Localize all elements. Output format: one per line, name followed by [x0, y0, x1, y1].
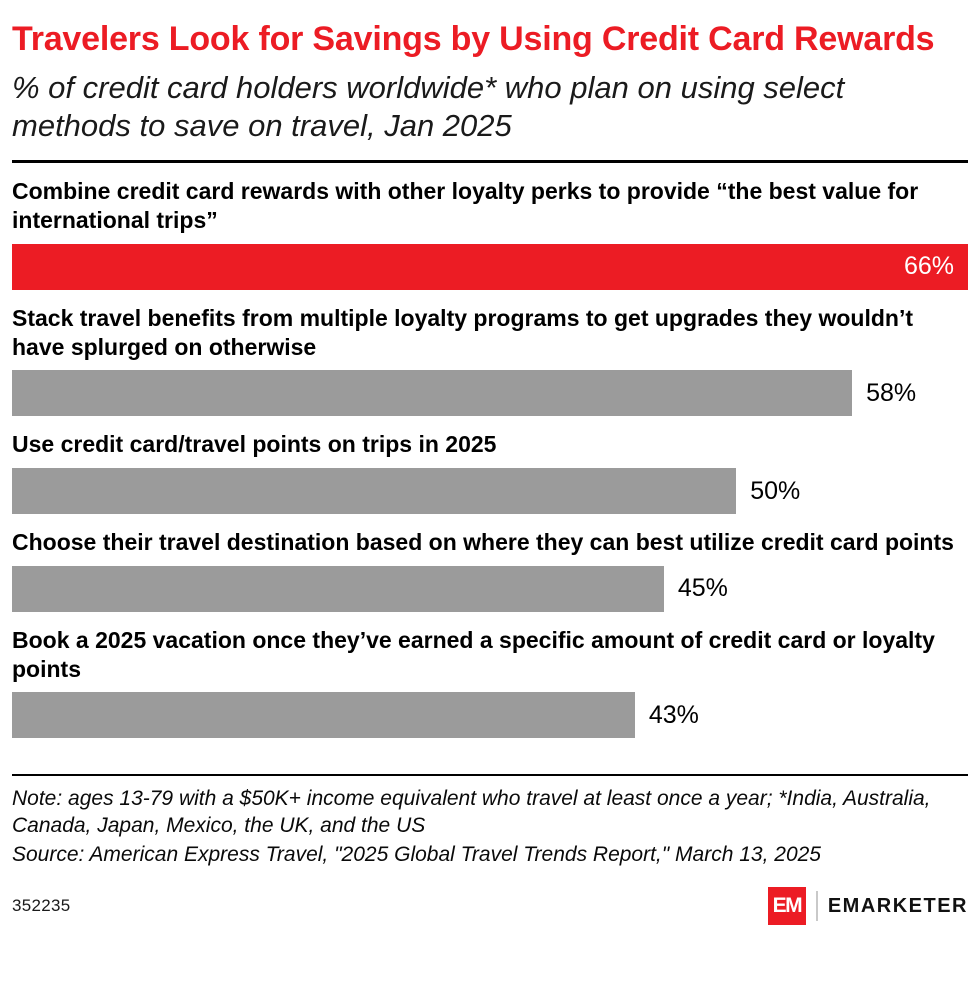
bar-category-label: Book a 2025 vacation once they’ve earned…: [12, 626, 935, 682]
bar-track: 43%: [12, 692, 968, 739]
footer: 352235 EM EMARKETER: [12, 887, 968, 925]
header-divider: [12, 160, 968, 164]
bar: [12, 565, 664, 612]
brand-lockup: EM EMARKETER: [767, 887, 968, 925]
chart-note: Note: ages 13-79 with a $50K+ income equ…: [12, 787, 931, 838]
footer-divider: [12, 774, 968, 777]
bar-row: Combine credit card rewards with other l…: [12, 177, 968, 290]
bar-value-label: 50%: [750, 476, 801, 505]
bar: [12, 468, 737, 515]
bar-track: 45%: [12, 565, 968, 612]
brand-separator: [815, 891, 818, 921]
chart-id: 352235: [12, 896, 71, 915]
bar-category-label: Combine credit card rewards with other l…: [12, 178, 919, 234]
bar-value-label: 43%: [648, 700, 699, 729]
bar-value-label: 66%: [903, 252, 954, 281]
bar-track: 66%: [12, 243, 968, 290]
bar-category-label: Stack travel benefits from multiple loya…: [12, 304, 913, 360]
bar-category-label: Use credit card/travel points on trips i…: [12, 431, 497, 458]
bar-category-label: Choose their travel destination based on…: [12, 529, 954, 556]
bar: 66%: [12, 243, 968, 290]
bar: [12, 370, 853, 417]
bar-track: 58%: [12, 370, 968, 417]
bar-chart: Combine credit card rewards with other l…: [12, 177, 968, 739]
bar-row: Stack travel benefits from multiple loya…: [12, 304, 968, 417]
bar-track: 50%: [12, 468, 968, 515]
bar-value-label: 58%: [866, 378, 917, 407]
chart-subtitle: % of credit card holders worldwide* who …: [12, 69, 845, 143]
bar-row: Use credit card/travel points on trips i…: [12, 430, 968, 515]
chart-container: Travelers Look for Savings by Using Cred…: [12, 20, 968, 925]
bar-row: Book a 2025 vacation once they’ve earned…: [12, 626, 968, 739]
emarketer-logo-icon: EM: [767, 887, 806, 925]
bar-row: Choose their travel destination based on…: [12, 528, 968, 612]
chart-source: Source: American Express Travel, "2025 G…: [12, 843, 821, 867]
chart-title: Travelers Look for Savings by Using Cred…: [12, 20, 935, 58]
bar-value-label: 45%: [677, 574, 728, 603]
bar: [12, 692, 635, 739]
brand-name: EMARKETER: [827, 894, 968, 917]
